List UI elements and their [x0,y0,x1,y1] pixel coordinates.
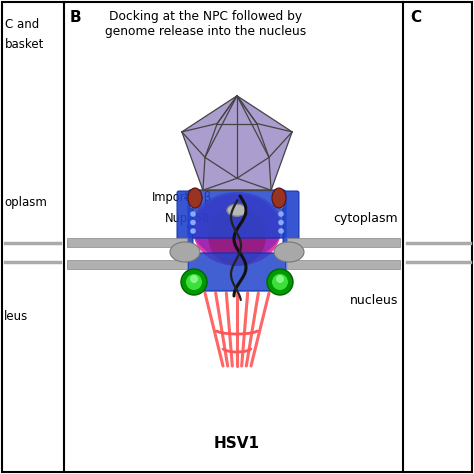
Circle shape [190,228,196,234]
Bar [67,238,187,247]
Text: Nup358: Nup358 [165,211,210,230]
Text: C: C [410,10,421,25]
Text: nucleus: nucleus [350,293,398,307]
Circle shape [278,203,284,208]
Text: cytoplasm: cytoplasm [333,211,398,225]
Text: C and: C and [5,18,39,31]
Text: Docking at the NPC followed by
genome release into the nucleus: Docking at the NPC followed by genome re… [105,10,306,38]
Bar [287,260,400,269]
Circle shape [278,228,284,234]
Circle shape [272,274,288,290]
Ellipse shape [227,204,247,216]
Text: B: B [70,10,82,25]
Circle shape [186,274,202,290]
FancyBboxPatch shape [188,190,286,238]
Ellipse shape [274,242,304,262]
Ellipse shape [192,192,282,260]
Circle shape [190,211,196,217]
Ellipse shape [272,188,286,208]
FancyBboxPatch shape [177,191,193,247]
FancyBboxPatch shape [283,191,299,247]
Text: Importin-β: Importin-β [152,191,212,204]
FancyBboxPatch shape [188,253,286,291]
Circle shape [190,203,196,208]
Circle shape [190,194,196,200]
Ellipse shape [170,242,200,262]
Bar [67,260,187,269]
Circle shape [278,220,284,225]
Polygon shape [182,96,292,190]
Text: basket: basket [5,38,45,51]
Ellipse shape [208,206,266,266]
Bar [287,238,400,247]
Text: oplasm: oplasm [4,196,47,209]
Ellipse shape [193,194,281,266]
Circle shape [267,269,293,295]
Circle shape [276,275,284,283]
Circle shape [181,269,207,295]
Circle shape [190,220,196,225]
Circle shape [190,275,198,283]
Circle shape [278,211,284,217]
Circle shape [278,194,284,200]
Ellipse shape [188,188,202,208]
Text: HSV1: HSV1 [214,437,260,452]
Text: leus: leus [4,310,28,323]
